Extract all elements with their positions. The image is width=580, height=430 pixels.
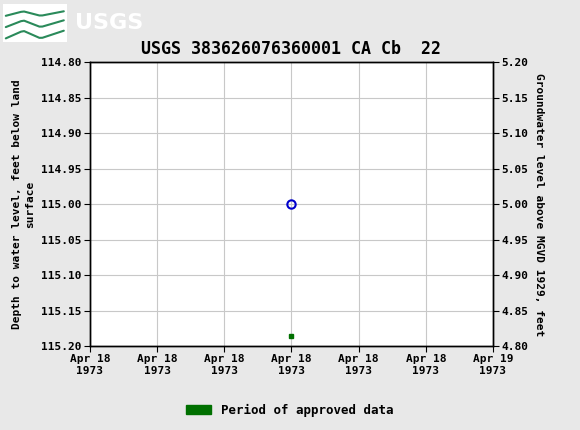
Title: USGS 383626076360001 CA Cb  22: USGS 383626076360001 CA Cb 22 — [142, 40, 441, 58]
Y-axis label: Groundwater level above MGVD 1929, feet: Groundwater level above MGVD 1929, feet — [534, 73, 544, 336]
Bar — [3, 3, 67, 42]
Legend: Period of approved data: Period of approved data — [181, 399, 399, 421]
Text: USGS: USGS — [75, 12, 144, 33]
Y-axis label: Depth to water level, feet below land
surface: Depth to water level, feet below land su… — [12, 80, 35, 329]
